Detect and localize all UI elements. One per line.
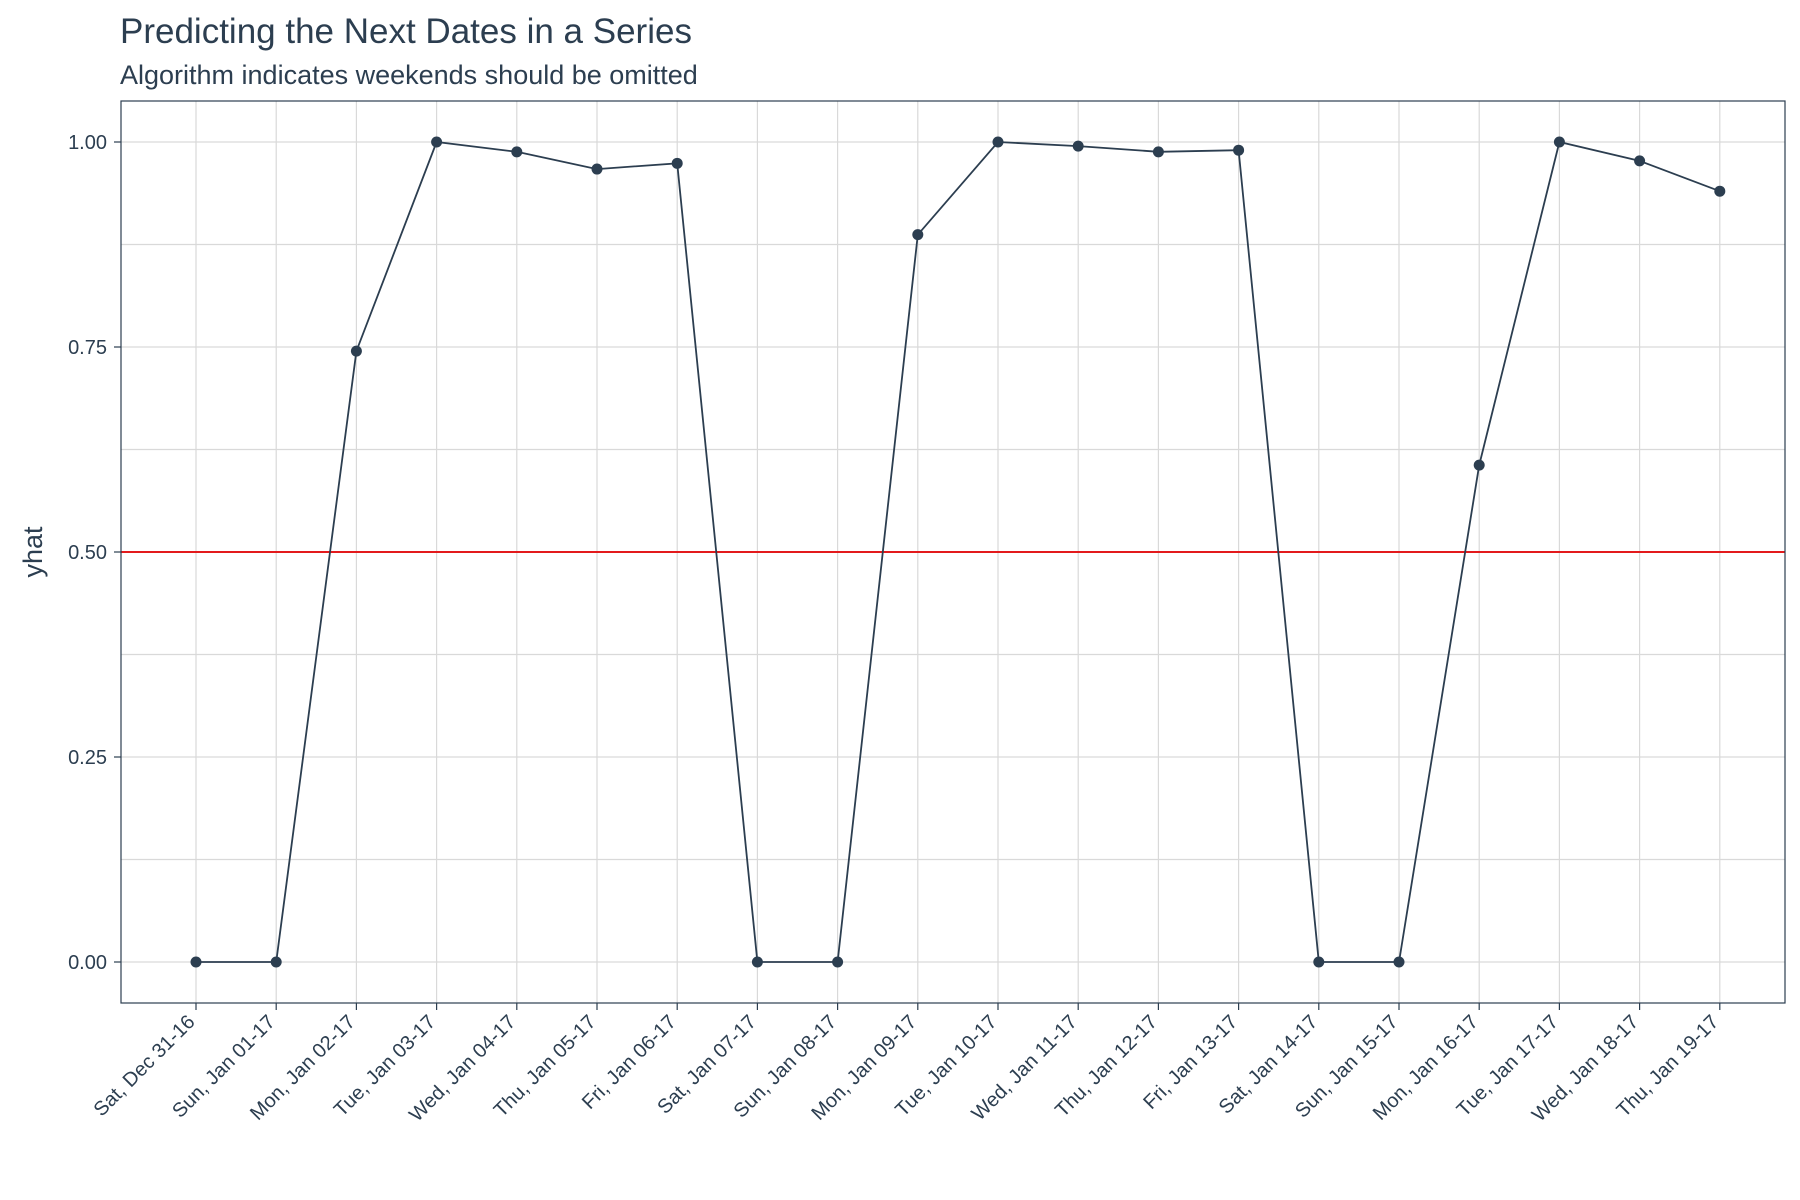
data-point	[350, 345, 362, 357]
data-point	[591, 163, 603, 175]
y-tick-label: 0.50	[68, 542, 107, 564]
y-tick-label: 0.00	[68, 952, 107, 974]
data-point	[832, 956, 844, 968]
data-point	[1553, 136, 1565, 148]
data-point	[1393, 956, 1405, 968]
data-point	[1233, 144, 1245, 156]
chart-title: Predicting the Next Dates in a Series	[120, 12, 692, 51]
data-point	[190, 956, 202, 968]
points-layer	[190, 136, 1726, 968]
chart-subtitle: Algorithm indicates weekends should be o…	[120, 60, 698, 90]
data-point	[751, 956, 763, 968]
data-point	[1152, 146, 1164, 158]
data-point	[511, 146, 523, 158]
series-line	[196, 140, 1721, 963]
y-axis: 0.00 0.25 0.50 0.75 1.00	[68, 132, 121, 974]
data-point	[671, 157, 683, 169]
data-point	[912, 229, 924, 241]
data-point	[1714, 185, 1726, 197]
data-point	[270, 956, 282, 968]
data-point	[1634, 155, 1646, 167]
data-point	[992, 136, 1004, 148]
data-point	[1473, 459, 1485, 471]
data-point	[1313, 956, 1325, 968]
y-tick-label: 1.00	[68, 132, 107, 154]
y-tick-label: 0.25	[68, 747, 107, 769]
y-axis-title: yhat	[18, 526, 48, 578]
data-point	[431, 136, 443, 148]
data-point	[1072, 140, 1084, 152]
y-tick-label: 0.75	[68, 337, 107, 359]
series-layer	[196, 140, 1721, 963]
